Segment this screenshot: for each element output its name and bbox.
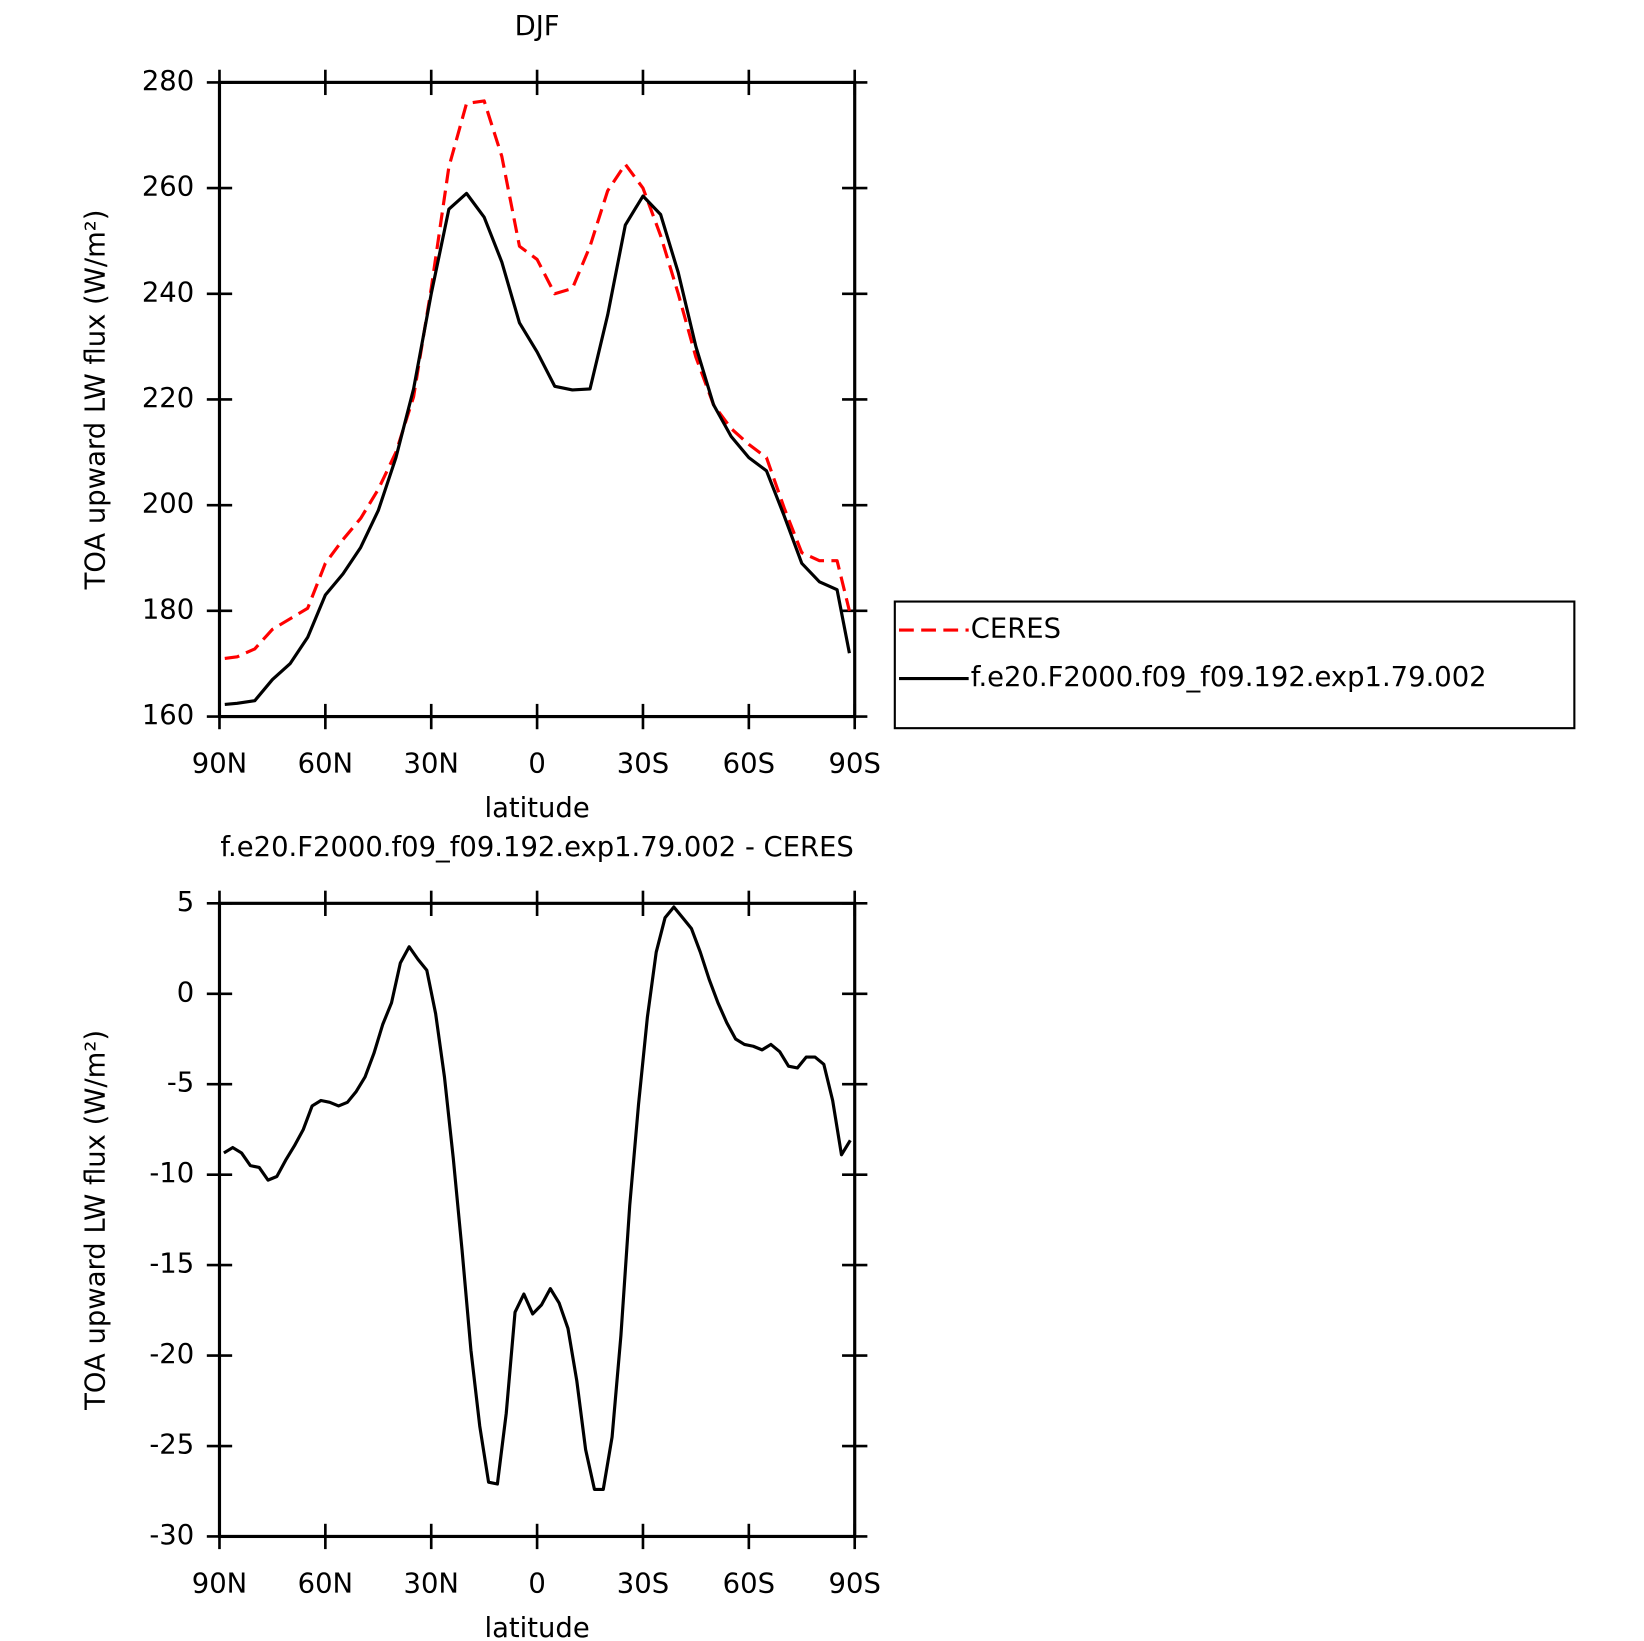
y-tick-label: -5 <box>167 1068 194 1099</box>
data-line <box>224 99 851 661</box>
y-tick-label: -20 <box>149 1339 194 1370</box>
x-tick-label: 90N <box>192 749 247 780</box>
legend-box <box>893 600 1576 730</box>
y-tick-label: 260 <box>142 172 194 203</box>
x-tick-label: 30N <box>404 749 459 780</box>
x-tick-label: 30S <box>617 1568 669 1599</box>
x-tick-label: 60S <box>723 1568 775 1599</box>
y-axis-label: TOA upward LW flux (W/m²) <box>81 1030 112 1411</box>
x-tick-label: 60N <box>298 1568 353 1599</box>
x-tick-label: 0 <box>528 749 545 780</box>
x-tick-label: 90S <box>829 1568 881 1599</box>
y-tick-label: 220 <box>142 383 194 414</box>
y-axis-label: TOA upward LW flux (W/m²) <box>81 210 112 591</box>
plot-frame <box>217 901 857 1539</box>
legend-label: f.e20.F2000.f09_f09.192.exp1.79.002 <box>971 662 1487 693</box>
y-tick-label: 180 <box>142 594 194 625</box>
y-tick-label: 200 <box>142 489 194 520</box>
x-tick-label: 30N <box>404 1568 459 1599</box>
y-tick-label: -15 <box>149 1249 194 1280</box>
plot-frame <box>217 80 857 719</box>
chart-title: f.e20.F2000.f09_f09.192.exp1.79.002 - CE… <box>220 832 853 863</box>
y-tick-label: 5 <box>177 887 194 918</box>
data-line <box>224 191 851 706</box>
x-tick-label: 60N <box>298 749 353 780</box>
x-tick-label: 60S <box>723 749 775 780</box>
y-tick-label: 0 <box>177 977 194 1008</box>
y-tick-label: 280 <box>142 66 194 97</box>
x-tick-label: 30S <box>617 749 669 780</box>
y-tick-label: 160 <box>142 700 194 731</box>
y-tick-label: -25 <box>149 1430 194 1461</box>
x-tick-label: 90N <box>192 1568 247 1599</box>
data-line <box>223 905 852 1492</box>
y-tick-label: -10 <box>149 1158 194 1189</box>
y-tick-label: 240 <box>142 277 194 308</box>
x-axis-label: latitude <box>484 793 589 824</box>
legend-label: CERES <box>971 614 1061 645</box>
x-tick-label: 90S <box>829 749 881 780</box>
chart-title: DJF <box>515 11 560 42</box>
x-axis-label: latitude <box>484 1613 589 1641</box>
y-tick-label: -30 <box>149 1520 194 1551</box>
x-tick-label: 0 <box>528 1568 545 1599</box>
